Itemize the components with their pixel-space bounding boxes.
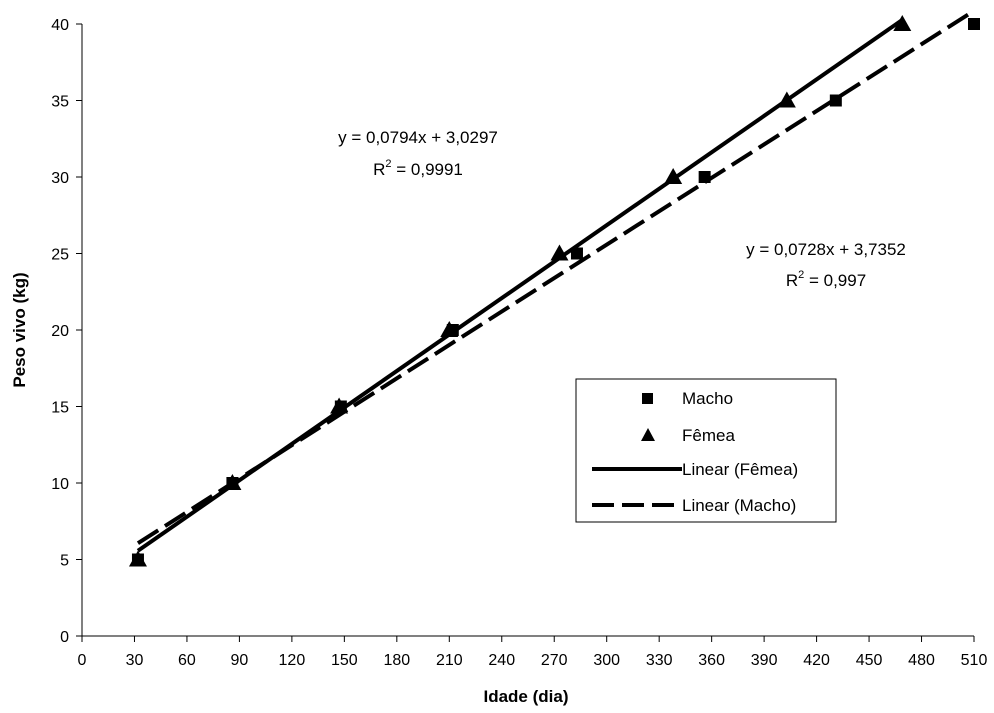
x-tick-label: 210 (436, 652, 463, 669)
axes (81, 24, 974, 637)
point-macho (829, 94, 842, 107)
y-tick-label: 30 (51, 170, 69, 187)
equation-femea-line: y = 0,0794x + 3,0297 (338, 128, 498, 147)
x-tick-label: 120 (279, 652, 306, 669)
point-femea (223, 474, 242, 490)
equation-femea: y = 0,0794x + 3,0297 R2 = 0,9991 (338, 128, 498, 179)
point-femea (550, 244, 569, 261)
point-macho (698, 171, 711, 183)
y-axis-title: Peso vivo (kg) (10, 272, 29, 387)
r2-femea-value: = 0,9991 (392, 160, 463, 179)
x-tick-label: 30 (126, 652, 144, 669)
legend: Macho Fêmea Linear (Fêmea) Linear (Macho… (575, 378, 837, 523)
x-ticks: 0 30 60 90 120 150 180 210 240 270 300 330 360 390 420… (78, 636, 988, 669)
point-femea (893, 15, 912, 31)
legend-box (575, 378, 837, 523)
y-tick-label: 15 (51, 400, 69, 417)
legend-marker-femea (641, 428, 655, 441)
legend-label-macho: Macho (682, 389, 733, 408)
equation-macho: y = 0,0728x + 3,7352 R2 = 0,997 (746, 240, 906, 290)
x-tick-label: 270 (541, 652, 568, 669)
y-tick-label: 10 (51, 476, 69, 493)
y-tick-label: 20 (51, 323, 69, 340)
y-tick-label: 25 (51, 247, 69, 264)
x-tick-label: 0 (78, 652, 87, 669)
trendline-macho (136, 9, 976, 545)
y-tick-label: 0 (60, 629, 69, 646)
point-macho (570, 247, 583, 260)
y-ticks: 0 5 10 15 20 25 30 35 40 (51, 17, 82, 646)
point-femea (440, 321, 459, 337)
y-tick-label: 35 (51, 94, 69, 111)
data-points (128, 15, 980, 567)
x-tick-label: 90 (231, 652, 249, 669)
r2-macho-exp: 2 (798, 269, 804, 281)
r2-macho-prefix: R (786, 271, 798, 290)
x-tick-label: 480 (908, 652, 935, 669)
r2-femea-prefix: R (373, 160, 385, 179)
x-tick-label: 510 (961, 652, 988, 669)
point-femea (128, 550, 147, 567)
x-tick-label: 330 (646, 652, 673, 669)
legend-label-linear-femea: Linear (Fêmea) (682, 460, 798, 479)
x-tick-label: 180 (383, 652, 410, 669)
legend-marker-macho (642, 393, 653, 404)
legend-label-linear-macho: Linear (Macho) (682, 496, 796, 515)
x-tick-label: 390 (751, 652, 778, 669)
point-femea (777, 91, 796, 108)
x-tick-label: 300 (593, 652, 620, 669)
x-tick-label: 150 (331, 652, 358, 669)
r2-macho-value: = 0,997 (804, 271, 866, 290)
r2-femea: R2 = 0,9991 (373, 158, 463, 179)
r2-macho: R2 = 0,997 (786, 269, 866, 290)
x-tick-label: 360 (698, 652, 725, 669)
legend-label-femea: Fêmea (682, 426, 735, 445)
x-tick-label: 420 (803, 652, 830, 669)
point-macho (968, 18, 980, 30)
y-tick-label: 5 (60, 553, 69, 570)
point-femea (330, 397, 349, 414)
r2-femea-exp: 2 (385, 158, 391, 170)
point-femea (664, 168, 683, 184)
x-tick-label: 450 (856, 652, 883, 669)
x-axis-title: Idade (dia) (483, 687, 568, 706)
y-tick-label: 40 (51, 17, 69, 34)
x-tick-label: 60 (178, 652, 196, 669)
trendlines (136, 9, 976, 553)
x-tick-label: 240 (488, 652, 515, 669)
equation-macho-line: y = 0,0728x + 3,7352 (746, 240, 906, 259)
